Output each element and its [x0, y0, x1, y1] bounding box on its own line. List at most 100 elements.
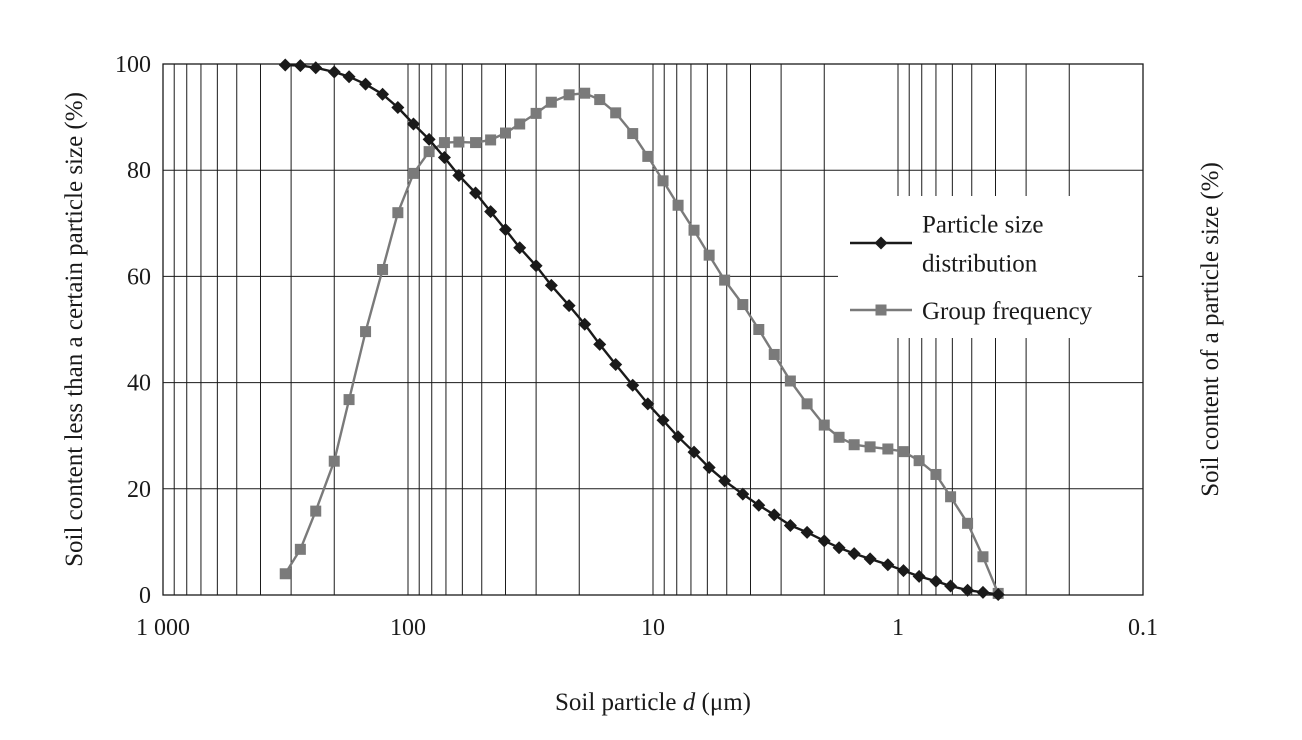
data-point [912, 569, 926, 583]
data-point [563, 89, 575, 101]
data-point [469, 186, 483, 200]
data-point [391, 101, 405, 115]
data-point [438, 137, 450, 149]
data-point [544, 278, 558, 292]
series [278, 58, 1005, 601]
data-point [342, 70, 356, 84]
data-point [328, 455, 340, 467]
data-point [484, 205, 498, 219]
series-group-frequency [279, 87, 1004, 599]
data-point [847, 547, 861, 561]
series-particle-size-distribution [278, 58, 1005, 601]
plot-frame [162, 63, 1144, 596]
y-axis-label-left: Soil content less than a certain particl… [61, 92, 88, 567]
data-point [594, 94, 606, 106]
data-point [657, 175, 669, 187]
data-point [688, 224, 700, 236]
data-point [976, 585, 990, 599]
y-tick-label: 40 [127, 371, 151, 397]
legend-label: Particle size [922, 212, 1043, 239]
data-point [881, 558, 895, 572]
data-point [593, 337, 607, 351]
data-point [752, 498, 766, 512]
data-point [498, 223, 512, 237]
series-line [284, 91, 1000, 594]
data-point [767, 508, 781, 522]
data-point [392, 207, 404, 219]
data-point [737, 299, 749, 311]
data-point [562, 299, 576, 313]
data-point [545, 96, 557, 108]
legend-marker [875, 304, 887, 316]
data-point [294, 543, 306, 555]
grid [163, 63, 1144, 596]
x-tick-label: 1 [892, 615, 904, 641]
legend-entry: Particle size distribution [850, 212, 1043, 278]
data-point [863, 552, 877, 566]
y-tick-label: 20 [127, 477, 151, 503]
data-point [452, 169, 466, 183]
data-point [784, 375, 796, 387]
data-point [882, 443, 894, 455]
legend-entry: Group frequency [850, 298, 1093, 325]
data-point [610, 107, 622, 119]
x-axis-label: Soil particle d (μm) [555, 689, 751, 716]
data-point [278, 58, 292, 72]
data-point [293, 59, 307, 73]
data-point [672, 199, 684, 211]
legend-background [838, 196, 1138, 338]
x-axis-label-unit: (μm) [695, 689, 751, 716]
data-point [513, 241, 527, 255]
data-point [703, 249, 715, 261]
data-point [499, 127, 511, 139]
data-point [848, 439, 860, 451]
data-point [944, 579, 958, 593]
data-point [470, 137, 482, 149]
data-point [514, 118, 526, 130]
data-point [671, 430, 685, 444]
data-point [817, 534, 831, 548]
data-point [719, 274, 731, 286]
y-tick-labels: 0 20 40 60 80 100 [115, 52, 151, 609]
data-point [818, 419, 830, 431]
data-point [453, 136, 465, 148]
x-tick-label: 10 [641, 615, 665, 641]
data-point [407, 167, 419, 179]
data-point [800, 525, 814, 539]
legend-label: distribution [922, 251, 1038, 278]
data-point [783, 518, 797, 532]
legend-label: Group frequency [922, 298, 1093, 325]
data-point [406, 117, 420, 131]
data-point [642, 150, 654, 162]
x-tick-labels: 1 000 100 10 1 0.1 [136, 615, 1158, 641]
data-point [309, 61, 323, 75]
x-tick-label: 100 [390, 615, 426, 641]
y-tick-label: 80 [127, 158, 151, 184]
data-point [977, 551, 989, 563]
data-point [687, 445, 701, 459]
data-point [801, 398, 813, 410]
x-axis-label-prefix: Soil particle [555, 689, 683, 716]
data-point [656, 413, 670, 427]
data-point [718, 474, 732, 488]
data-point [376, 87, 390, 101]
data-point [929, 574, 943, 588]
data-point [930, 468, 942, 480]
data-point [360, 326, 372, 338]
data-point [641, 397, 655, 411]
data-point [609, 358, 623, 372]
y-axis-label-right: Soil content of a particle size (%) [1197, 162, 1224, 497]
data-point [578, 317, 592, 331]
legend-items: Particle size distribution Group frequency [850, 212, 1093, 325]
series-line [285, 63, 999, 596]
data-point [736, 487, 750, 501]
data-point [377, 263, 389, 275]
y-tick-label: 0 [139, 583, 151, 609]
data-point [702, 461, 716, 475]
data-point [327, 65, 341, 79]
data-point [422, 132, 436, 146]
data-point [961, 583, 975, 597]
data-point [913, 455, 925, 467]
data-point [962, 517, 974, 529]
